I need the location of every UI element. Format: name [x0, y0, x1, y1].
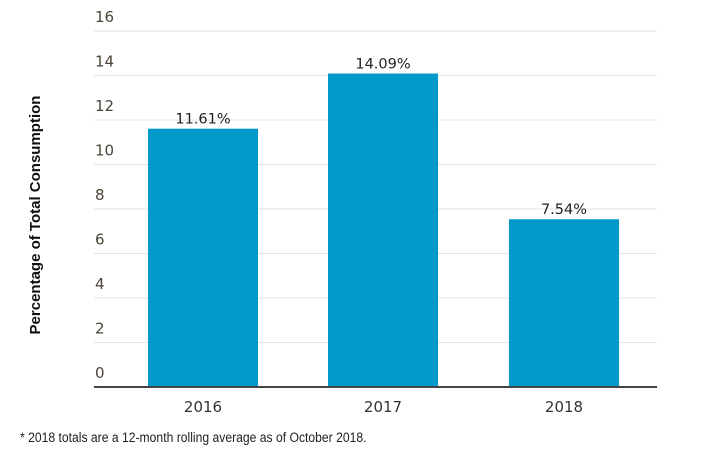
y-tick-label: 4 — [95, 275, 105, 293]
y-tick-label: 2 — [95, 320, 105, 338]
y-tick-label: 16 — [95, 8, 114, 26]
bar-2017 — [328, 73, 438, 387]
y-tick-label: 0 — [95, 364, 105, 382]
x-tick-label: 2016 — [184, 398, 222, 416]
y-tick-label: 8 — [95, 186, 105, 204]
data-label: 14.09% — [355, 56, 410, 72]
data-label: 7.54% — [541, 202, 587, 218]
y-axis-label: Percentage of Total Consumption — [27, 96, 44, 335]
bar-2016 — [148, 128, 258, 388]
y-tick-label: 14 — [95, 53, 114, 71]
y-tick-label: 12 — [95, 97, 114, 115]
data-label: 11.61% — [175, 112, 230, 128]
y-tick-label: 10 — [95, 142, 114, 160]
x-tick-label: 2018 — [545, 398, 583, 416]
footnote: * 2018 totals are a 12-month rolling ave… — [20, 430, 367, 445]
x-tick-label: 2017 — [364, 398, 402, 416]
y-tick-label: 6 — [95, 231, 105, 249]
bar-2018 — [509, 219, 619, 387]
